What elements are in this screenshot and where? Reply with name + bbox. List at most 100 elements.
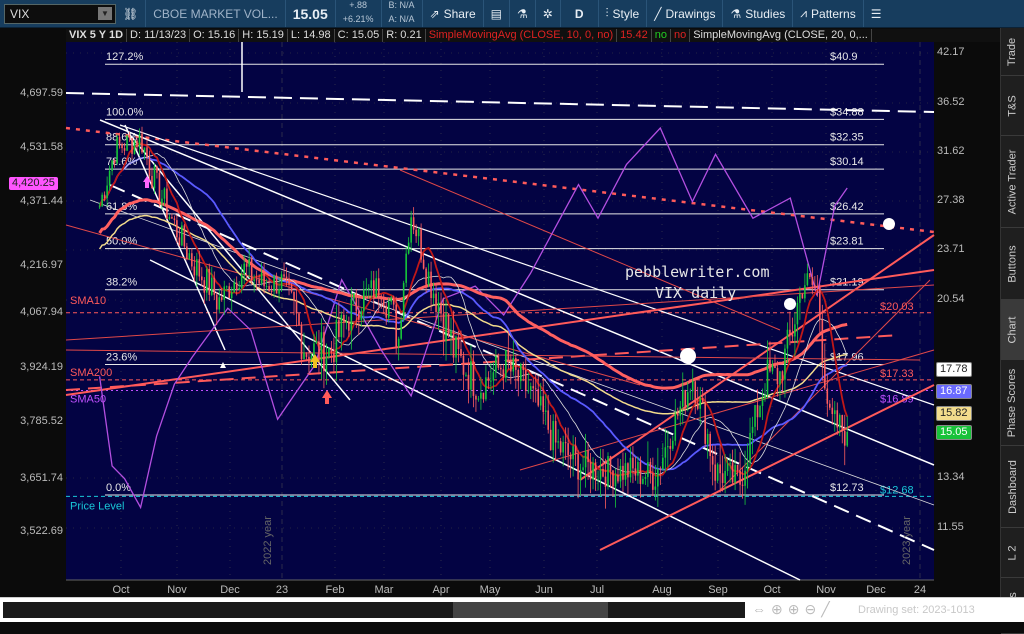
zoom-in-icon[interactable]: ⊕ (787, 601, 805, 617)
zoom-out-icon[interactable]: ⊖ (804, 601, 822, 617)
tab-dashboard[interactable]: Dashboard (1001, 446, 1024, 528)
candle-body (377, 278, 380, 296)
candle-body (280, 274, 283, 290)
x-axis-tick: Dec (866, 584, 886, 596)
candle-body (562, 442, 564, 453)
candle-body (495, 356, 497, 373)
candle-body (462, 355, 465, 375)
candle-body (617, 474, 619, 482)
candle-body (278, 289, 280, 294)
patterns-button[interactable]: ⩘ Patterns (793, 0, 864, 27)
candle-body (547, 410, 549, 430)
candle-body (268, 286, 270, 291)
period-button[interactable]: D (561, 0, 599, 27)
link-icon[interactable]: ⛓ (116, 0, 147, 27)
left-axis-tick: 3,924.19 (20, 361, 63, 373)
tab-active-trader[interactable]: Active Trader (1001, 136, 1024, 228)
tab-buttons[interactable]: Buttons (1001, 228, 1024, 300)
candle-body (402, 282, 405, 320)
tab-phase-scores[interactable]: Phase Scores (1001, 360, 1024, 446)
notes-button[interactable]: ▤ (484, 0, 510, 27)
menu-button[interactable]: ☰ (864, 0, 889, 27)
candle-body (716, 464, 719, 481)
style-button[interactable]: ⫶ Style (599, 0, 648, 27)
patterns-icon: ⩘ (800, 6, 808, 20)
candle-body (647, 462, 649, 478)
chart-info-bar: VIX 5 Y 1D D: 11/13/23 O: 15.16 H: 15.19… (66, 29, 1000, 42)
candle-body (103, 194, 106, 199)
candle-body (470, 361, 472, 390)
drawing-set-label[interactable]: Drawing set: 2023-1013 (858, 604, 975, 616)
candle-body (828, 403, 831, 408)
candle-body (215, 294, 218, 310)
tab-label: Active Trader (1006, 149, 1019, 214)
candle-body (153, 166, 156, 189)
tab-trade[interactable]: Trade (1001, 28, 1024, 76)
candle-body (587, 450, 589, 463)
flask-button[interactable]: ⚗ (510, 0, 536, 27)
settings-button[interactable]: ✲ (536, 0, 561, 27)
fib-pct-label: 38.2% (106, 277, 137, 289)
notes-icon: ▤ (490, 6, 502, 21)
studies-button[interactable]: ⚗ Studies (723, 0, 794, 27)
style-label: Style (612, 6, 640, 21)
candle-body (435, 293, 437, 312)
candle-body (452, 330, 455, 358)
share-button[interactable]: ⇗ Share (423, 0, 484, 27)
symbol-description: CBOE MARKET VOL... (146, 0, 286, 27)
candle-body (225, 286, 228, 288)
candle-body (455, 336, 457, 358)
candle-body (400, 319, 402, 339)
candle-body (148, 157, 151, 176)
candle-body (370, 280, 373, 288)
tab-chart[interactable]: Chart (1001, 300, 1024, 360)
candle-body (143, 147, 146, 153)
study1-label[interactable]: SimpleMovingAvg (CLOSE, 10, 0, no) (426, 29, 618, 42)
arrow-up-icon (143, 176, 151, 188)
tab-label: Buttons (1006, 244, 1019, 283)
candle-body (577, 453, 579, 480)
tab-t-s[interactable]: T&S (1001, 76, 1024, 136)
candle-body (295, 300, 298, 314)
candle-body (380, 295, 383, 300)
candle-body (592, 462, 594, 480)
candle-body (210, 277, 213, 295)
candle-body (430, 271, 432, 299)
info-date: D: 11/13/23 (127, 29, 191, 42)
candle-body (450, 330, 452, 337)
x-axis-tick: Mar (375, 584, 394, 596)
zoom-controls[interactable]: ⇔⊕⊕⊖╱ (752, 601, 835, 618)
candle-body (201, 276, 203, 281)
tab-l2[interactable]: L 2 (1001, 528, 1024, 578)
candle-body (205, 269, 208, 293)
price-line-value: $17.33 (880, 368, 914, 380)
right-axis-tick: 11.55 (937, 521, 964, 533)
candle-body (273, 275, 275, 292)
symbol-selector[interactable]: VIX ▼ (4, 3, 116, 24)
candle-body (582, 467, 584, 471)
candle-body (799, 293, 801, 303)
candle-body (208, 269, 211, 295)
pan-icon[interactable]: ⇔ (752, 601, 771, 617)
candle-body (736, 464, 739, 471)
candle-body (843, 430, 846, 446)
drawings-button[interactable]: ╱ Drawings (647, 0, 724, 27)
horizontal-scrollbar[interactable] (3, 602, 745, 618)
crosshair-icon[interactable]: ⊕ (771, 601, 788, 617)
price-line-value: $16.89 (880, 394, 914, 406)
scrollbar-thumb[interactable] (453, 602, 608, 618)
candle-body (245, 263, 248, 267)
study2-label[interactable]: SimpleMovingAvg (CLOSE, 20, 0,... (690, 29, 872, 42)
candle-body (173, 218, 176, 221)
last-price: 15.05 (286, 0, 336, 27)
draw-icon[interactable]: ╱ (821, 601, 835, 617)
x-axis-tick: May (480, 584, 501, 596)
tab-label: Chart (1006, 316, 1019, 343)
candle-body (310, 355, 313, 363)
candle-body (188, 253, 191, 259)
candle-body (166, 188, 168, 219)
candle-body (111, 160, 113, 172)
candle-body (323, 332, 325, 372)
candle-body (415, 229, 417, 237)
